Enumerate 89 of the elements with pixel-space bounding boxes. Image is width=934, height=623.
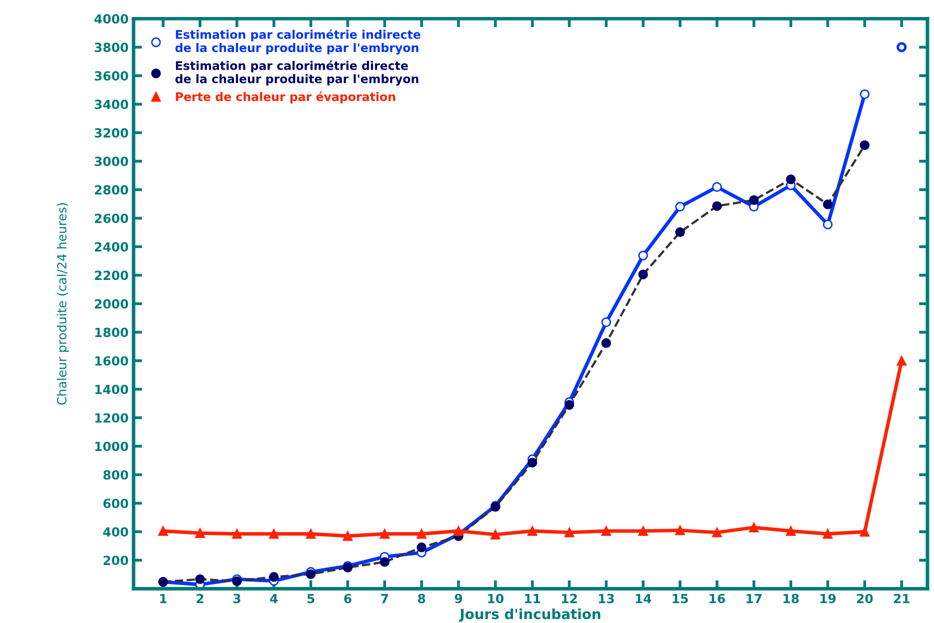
y-tick-label: 3000 <box>94 156 128 166</box>
point <box>675 525 685 536</box>
point <box>822 200 833 210</box>
point <box>564 400 574 410</box>
x-tick-label: 3 <box>233 594 240 604</box>
x-tick-label: 8 <box>418 594 426 604</box>
y-tick-label: 1000 <box>95 442 128 452</box>
point <box>896 356 906 366</box>
point <box>306 569 316 580</box>
x-tick-label: 7 <box>381 594 388 604</box>
point <box>638 250 648 260</box>
y-tick-label: 800 <box>103 470 128 480</box>
point <box>564 528 574 538</box>
point <box>712 182 722 192</box>
point <box>786 526 796 536</box>
x-tick-label: 9 <box>454 594 462 604</box>
x-tick-label: 2 <box>196 594 204 604</box>
point <box>675 227 685 238</box>
point <box>195 528 205 538</box>
point <box>306 529 316 539</box>
y-tick-label: 200 <box>104 556 128 566</box>
x-tick-label: 21 <box>894 594 910 604</box>
y-tick-label: 3600 <box>94 71 128 81</box>
x-tick-label: 16 <box>710 594 726 604</box>
y-tick-label: 2800 <box>94 185 128 195</box>
y-tick-label: 3400 <box>94 100 128 110</box>
point <box>638 270 648 280</box>
point <box>490 530 500 540</box>
point <box>675 202 685 212</box>
legend-label: Perte de chaleur par évaporation <box>176 92 396 104</box>
point <box>601 526 612 536</box>
point <box>195 574 205 584</box>
y-tick-label: 3200 <box>94 128 128 138</box>
y-tick-label: 2400 <box>94 242 128 252</box>
legend-label: Estimation par calorimétrie directe de la chaleur produite par l'embryon <box>175 60 418 86</box>
y-tick-label: 2000 <box>94 299 128 309</box>
point <box>527 458 538 468</box>
y-axis-title: Chaleur produite (cal/24 heures) <box>56 203 69 405</box>
point <box>454 526 464 536</box>
y-tick-label: 4000 <box>94 14 128 24</box>
point <box>416 542 426 552</box>
point <box>232 529 242 539</box>
point <box>269 572 279 582</box>
x-tick-label: 10 <box>488 594 504 604</box>
point <box>380 529 390 539</box>
y-tick-label: 400 <box>103 527 128 537</box>
point <box>749 522 759 532</box>
point <box>860 89 870 100</box>
x-tick-label: 17 <box>746 594 762 604</box>
point <box>860 526 870 537</box>
point <box>380 557 390 567</box>
x-tick-label: 5 <box>307 594 314 604</box>
x-axis-title: Jours d'incubation <box>458 608 600 622</box>
x-tick-label: 13 <box>598 594 614 604</box>
y-tick-label: 1200 <box>95 413 128 423</box>
point <box>822 529 833 539</box>
x-tick-label: 20 <box>856 594 873 604</box>
y-tick-label: 2200 <box>94 270 128 280</box>
point <box>342 531 353 541</box>
x-tick-label: 1 <box>160 594 167 604</box>
point <box>786 174 796 184</box>
x-tick-label: 12 <box>562 594 577 604</box>
point <box>712 528 722 538</box>
x-tick-label: 4 <box>270 594 278 604</box>
point <box>860 140 870 150</box>
point <box>749 195 759 205</box>
x-tick-label: 6 <box>344 594 352 604</box>
point <box>638 526 648 536</box>
x-tick-label: 19 <box>820 594 836 604</box>
x-tick-label: 14 <box>636 594 652 604</box>
y-tick-label: 600 <box>103 498 128 508</box>
y-tick-label: 3800 <box>94 42 128 52</box>
y-tick-label: 1600 <box>95 356 128 366</box>
point <box>158 526 168 536</box>
y-tick-label: 1800 <box>95 328 128 338</box>
legend-label: Estimation par calorimétrie indirecte de la chaleur produite par l'embryon <box>175 29 420 55</box>
y-tick-label: 2600 <box>94 214 128 224</box>
point <box>416 529 426 539</box>
point <box>822 220 833 230</box>
point <box>601 338 612 348</box>
x-tick-label: 15 <box>672 594 688 604</box>
x-tick-label: 11 <box>525 594 540 604</box>
point <box>712 201 722 211</box>
point <box>601 317 612 328</box>
y-tick-label: 1400 <box>95 384 128 394</box>
point <box>527 526 538 536</box>
point <box>269 529 279 539</box>
point <box>896 42 907 52</box>
x-tick-label: 18 <box>784 594 799 604</box>
